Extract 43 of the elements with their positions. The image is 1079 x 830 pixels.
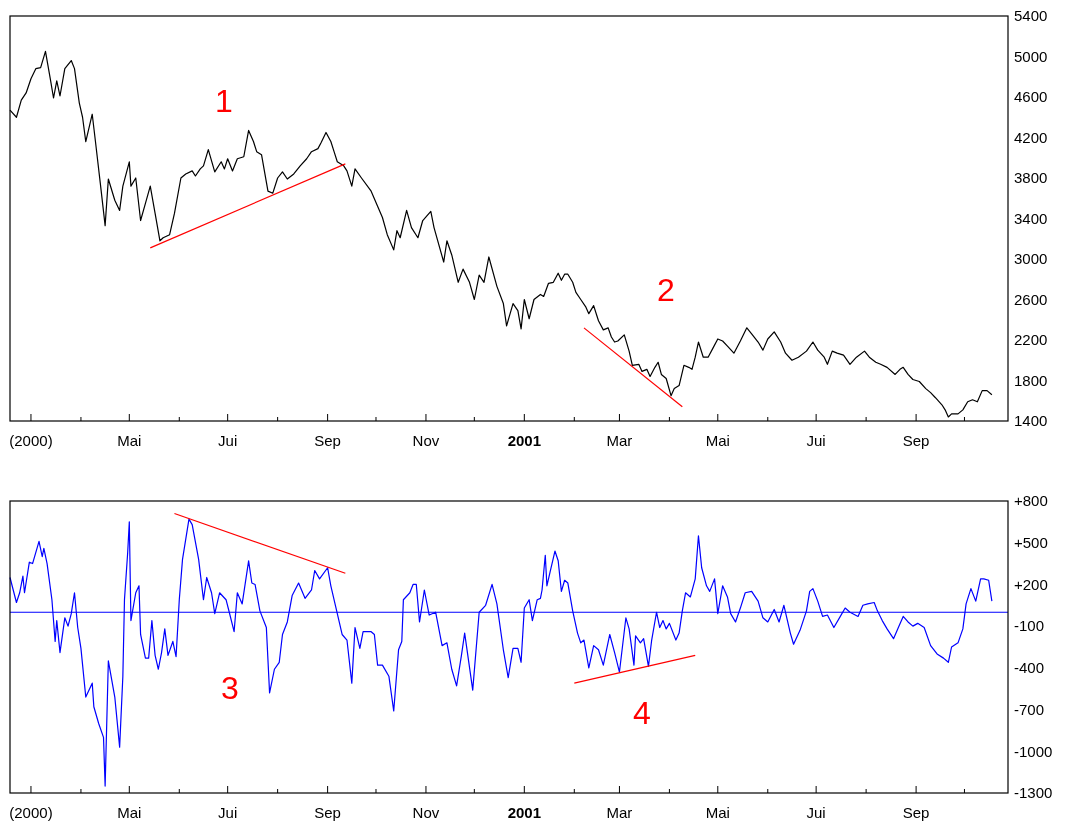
y-tick-label: +500 <box>1014 533 1048 551</box>
y-tick-label: -400 <box>1014 659 1045 677</box>
x-tick-label: Jui <box>806 804 826 821</box>
x-tick-label: Mai <box>117 432 142 449</box>
annotation: 1 <box>215 83 233 120</box>
y-tick-label: 1800 <box>1014 371 1048 389</box>
y-tick-label: 3000 <box>1014 250 1048 268</box>
y-tick-label: -100 <box>1014 617 1045 635</box>
x-tick-label: (2000) <box>9 804 53 821</box>
y-tick-label: 5400 <box>1014 7 1048 25</box>
x-tick-label: Nov <box>412 804 440 821</box>
x-tick-label: (2000) <box>9 432 53 449</box>
annotation: 3 <box>221 670 239 707</box>
y-tick-label: -700 <box>1014 700 1045 718</box>
y-tick-label: 4600 <box>1014 88 1048 106</box>
x-tick-label: Sep <box>902 804 930 821</box>
x-tick-label: Jui <box>218 804 238 821</box>
x-tick-label: Jui <box>218 432 238 449</box>
y-tick-label: -1000 <box>1014 742 1053 760</box>
x-tick-label: 2001 <box>507 432 541 449</box>
x-tick-label: Mai <box>705 804 730 821</box>
annotation: 2 <box>657 272 675 309</box>
y-tick-label: 4200 <box>1014 128 1048 146</box>
x-tick-label: Mar <box>606 432 633 449</box>
x-tick-label: Sep <box>314 432 341 449</box>
y-tick-label: 3400 <box>1014 209 1048 227</box>
x-tick-label: Sep <box>902 432 930 449</box>
y-tick-label: 3800 <box>1014 169 1048 187</box>
x-tick-label: Mar <box>606 804 633 821</box>
y-tick-label: 2200 <box>1014 331 1048 349</box>
annotation: 4 <box>633 695 651 732</box>
y-tick-label: 2600 <box>1014 290 1048 308</box>
y-tick-label: 5000 <box>1014 47 1048 65</box>
y-tick-label: -1300 <box>1014 784 1053 802</box>
x-tick-label: Mai <box>705 432 730 449</box>
x-tick-label: Nov <box>412 432 440 449</box>
x-tick-label: Sep <box>314 804 341 821</box>
y-tick-label: +200 <box>1014 575 1048 593</box>
x-tick-label: Mai <box>117 804 142 821</box>
y-tick-label: 1400 <box>1014 412 1048 430</box>
x-tick-label: 2001 <box>507 804 541 821</box>
y-tick-label: +800 <box>1014 492 1048 510</box>
x-tick-label: Jui <box>806 432 826 449</box>
